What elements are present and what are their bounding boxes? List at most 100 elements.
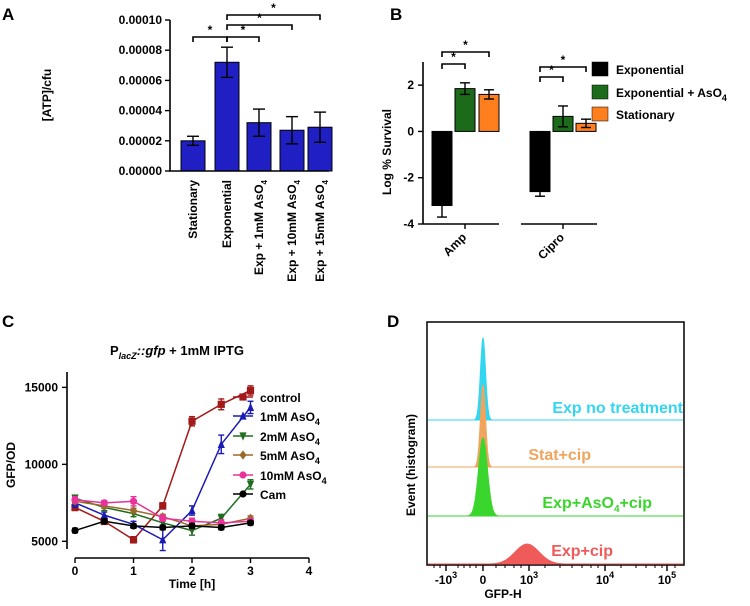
panel-c-title-p: P	[110, 343, 119, 358]
panel-b-significance-star: *	[549, 63, 554, 77]
panel-b-legend-label: Exponential	[616, 63, 684, 77]
panel-a-significance-bracket	[226, 14, 321, 20]
panel-b-legend-label: Stationary	[616, 108, 675, 122]
panel-c-x-ticks: 0 1 2 3 4	[72, 558, 313, 578]
panel-c-legend-label-sub: 4	[315, 437, 320, 447]
panel-a-x-label-main: Exponential	[220, 180, 234, 248]
panel-a-significance-bracket	[226, 36, 260, 42]
panel-a-x-label-sub: 4	[321, 179, 330, 184]
panel-c-title-rest: + 1mM IPTG	[166, 343, 244, 358]
panel-c-y-ticks: 5000 10000 15000	[25, 380, 67, 548]
panel-d-track-label: Exp+AsO4+cip	[542, 495, 652, 515]
panel-c-marker	[100, 510, 108, 519]
panel-c-legend-label: 10mM AsO4	[260, 469, 327, 486]
panel-c-marker	[239, 490, 247, 498]
panel-b-legend-swatch	[591, 61, 609, 77]
panel-d-label: D	[387, 312, 399, 331]
panel-b: B Log % Survival -4 -2 0 2 Amp Cipro * * * * Ex…	[380, 5, 727, 262]
panel-c-legend-label-main: 1mM AsO	[260, 410, 315, 424]
panel-c-marker	[217, 439, 225, 448]
panel-b-y-tick-label: -2	[403, 171, 414, 185]
panel-a-x-label: Stationary	[186, 180, 200, 239]
panel-b-axes	[422, 62, 597, 225]
panel-d-x-tick-label: 105	[658, 570, 676, 587]
panel-c-marker	[217, 523, 225, 532]
panel-c-marker	[129, 522, 138, 530]
panel-b-significance-star: *	[561, 53, 566, 67]
panel-a-x-label-main: Exp + 15mM AsO	[313, 184, 327, 281]
panel-c-x-tick-label: 4	[306, 564, 313, 578]
panel-c-series	[71, 385, 255, 552]
panel-b-legend: Exponential Exponential + AsO4 Stationary	[591, 61, 727, 122]
panel-c-legend-label-sub: 4	[315, 417, 320, 427]
panel-c-legend-label: control	[260, 391, 301, 405]
panel-b-significance-star: *	[451, 50, 456, 64]
panel-a-significance-bracket	[192, 36, 228, 42]
panel-a: A [ATP]/cfu 0.00000 0.00002 0.00004 0.00006…	[2, 1, 333, 282]
panel-b-y-ticks: -4 -2 0 2	[403, 78, 423, 231]
panel-c-marker	[239, 411, 247, 420]
panel-d-x-tick-label: 104	[596, 570, 614, 587]
panel-c-label: C	[2, 312, 14, 331]
panel-d-x-tick-exp: 4	[609, 570, 614, 580]
panel-a-significance-star: *	[257, 11, 262, 25]
panel-d-x-tick-base: 10	[596, 573, 610, 587]
panel-b-ylabel: Log % Survival	[380, 109, 394, 195]
panel-b-legend-label-main: Stationary	[616, 108, 675, 122]
panel-d-x-tick-base: 10	[520, 573, 534, 587]
panel-c-marker	[239, 432, 247, 441]
panel-d-x-tick-exp: 3	[533, 570, 538, 580]
panel-c-legend-label-main: Cam	[260, 488, 286, 502]
panel-a-significance-bracket	[226, 24, 293, 30]
panel-d-ylabel: Event (histogram)	[404, 414, 418, 516]
panel-c-legend-label-main: 5mM AsO	[260, 449, 315, 463]
panel-c-y-tick-label: 5000	[31, 534, 58, 548]
panel-d-track-label-main: Exp+AsO	[542, 495, 614, 512]
panel-c-legend-label-main: 2mM AsO	[260, 430, 315, 444]
panel-c-marker	[129, 536, 138, 544]
panel-c-marker	[71, 526, 79, 535]
panel-c-marker	[246, 519, 255, 527]
panel-d-x-tick-base: 0	[480, 573, 487, 587]
panel-b-legend-label-main: Exponential	[616, 63, 684, 77]
panel-a-y-tick-label: 0.00010	[119, 13, 163, 27]
panel-c-marker	[159, 535, 167, 544]
panel-a-x-label: Exp + 15mM AsO4	[313, 179, 330, 281]
panel-b-bars	[431, 82, 597, 218]
panel-d-track-label: Exp no treatment	[552, 400, 683, 417]
panel-d-track: Stat+cip	[428, 383, 683, 468]
panel-a-significance-star: *	[271, 1, 276, 15]
panel-c-legend-label: 2mM AsO4	[260, 430, 320, 447]
panel-a-x-label-main: Exp + 10mM AsO	[285, 184, 299, 281]
panel-c-marker	[188, 417, 196, 425]
panel-c-x-tick-label: 3	[247, 564, 254, 578]
panel-a-y-tick-label: 0.00006	[119, 73, 163, 87]
panel-d-track-label-after: +cip	[620, 495, 653, 512]
panel-d-track-label: Stat+cip	[528, 447, 591, 464]
panel-c-marker	[129, 505, 138, 516]
panel-a-ylabel: [ATP]/cfu	[40, 69, 54, 121]
panel-a-significance-star: *	[208, 23, 213, 37]
panel-c-marker	[217, 514, 225, 523]
panel-a-significance-star: *	[241, 23, 246, 37]
panel-c-marker	[188, 505, 196, 515]
panel-d-x-tick-exp: 5	[671, 570, 676, 580]
panel-a-bars	[180, 46, 333, 172]
panel-d-track-label-main: Stat+cip	[528, 447, 591, 464]
panel-c-marker	[246, 480, 255, 489]
panel-d-x-tick-label: 0	[480, 573, 487, 587]
panel-d-track-label-main: Exp+cip	[551, 543, 613, 560]
panel-d-frame	[426, 321, 685, 566]
panel-d-track: Exp+cip	[428, 543, 683, 565]
panel-b-significance-bracket	[441, 63, 466, 69]
panel-b-significance-star: *	[463, 38, 468, 52]
panel-b-x-label: Cipro	[535, 230, 567, 262]
panel-c-title-gene: ::gfp	[137, 343, 166, 358]
panel-c-marker	[239, 450, 247, 460]
panel-c-legend-label: 5mM AsO4	[260, 449, 320, 466]
panel-c-legend-label-main: 10mM AsO	[260, 469, 322, 483]
panel-d: D Event (histogram) Exp no treatment Stat…	[387, 312, 685, 601]
panel-d-x-tick-base: 10	[658, 573, 672, 587]
panel-c-legend-label-main: control	[260, 391, 301, 405]
